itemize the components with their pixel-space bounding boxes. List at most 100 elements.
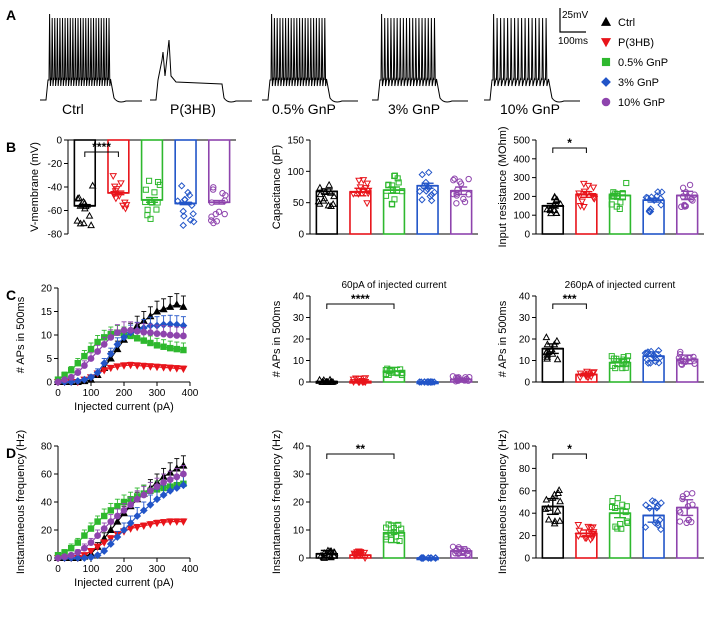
data-point-ctrl <box>551 517 559 525</box>
y-tick-label: 80 <box>41 442 53 453</box>
data-point <box>107 507 115 514</box>
data-point <box>146 521 155 529</box>
data-point-gnp3 <box>655 359 663 367</box>
data-point-gnp3 <box>654 188 662 196</box>
data-point <box>139 522 148 531</box>
data-point-ctrl <box>324 201 333 209</box>
y-axis-label: Capacitance (pF) <box>271 145 283 229</box>
data-point-ctrl <box>556 497 564 505</box>
data-point <box>113 344 122 353</box>
data-point-gnp05 <box>395 179 402 186</box>
data-point-gnp3 <box>641 523 650 531</box>
data-point <box>74 549 82 556</box>
data-point <box>67 367 75 374</box>
data-point-gnp3 <box>186 216 195 224</box>
data-point-p3hb <box>584 182 593 190</box>
data-point-gnp05 <box>144 212 151 219</box>
data-point <box>147 329 154 337</box>
data-point-gnp3 <box>177 182 186 190</box>
data-point <box>153 330 161 337</box>
data-point <box>106 354 115 362</box>
data-point-ctrl <box>553 506 562 514</box>
data-point-gnp10 <box>465 175 472 183</box>
data-point <box>166 476 174 483</box>
y-axis-label: # APs in 500ms <box>271 300 283 377</box>
data-point <box>180 470 187 478</box>
data-point-p3hb <box>583 368 591 376</box>
y-axis-label: # APs in 500ms <box>15 296 27 373</box>
data-point <box>173 473 181 481</box>
data-point-gnp3 <box>185 191 194 199</box>
significance-bracket <box>552 147 587 153</box>
data-point <box>127 326 134 334</box>
significance-bracket <box>326 303 395 309</box>
bar-gnp05 <box>608 512 632 559</box>
trace-label-ctrl: Ctrl <box>62 101 84 117</box>
data-point-gnp3 <box>190 217 198 226</box>
data-point-p3hb <box>590 369 598 377</box>
series-ctrl <box>53 293 188 386</box>
data-point-gnp05 <box>391 172 398 180</box>
scale-bar-voltage: 25mV <box>562 10 588 21</box>
data-point-p3hb <box>364 187 373 195</box>
data-point-gnp3 <box>656 516 664 524</box>
data-point <box>67 544 75 552</box>
data-point-p3hb <box>359 177 368 185</box>
data-point <box>160 330 167 338</box>
data-point-gnp3 <box>418 196 426 204</box>
y-tick-label: 0 <box>298 230 304 241</box>
data-point-ctrl <box>316 183 324 191</box>
trace-label-gnp10: 10% GnP <box>500 101 560 117</box>
bar-gnp3 <box>642 199 665 235</box>
data-point-gnp3 <box>651 498 659 506</box>
data-point <box>127 501 134 509</box>
data-point <box>81 544 88 552</box>
data-point <box>147 487 154 495</box>
y-tick-label: 0 <box>46 378 52 389</box>
data-point <box>54 554 62 562</box>
series-gnp10 <box>54 465 187 562</box>
y-axis-label: Instantaneous frequency (Hz) <box>497 430 509 574</box>
y-tick-label: -60 <box>48 206 63 217</box>
data-point-gnp10 <box>212 210 220 218</box>
bar-p3hb <box>107 139 130 194</box>
legend-marker-ctrl <box>600 16 612 26</box>
bar-gnp3 <box>174 139 197 205</box>
data-point-gnp05 <box>608 193 615 200</box>
data-point-p3hb <box>117 180 125 188</box>
data-point-gnp05 <box>147 215 154 222</box>
data-point-ctrl <box>554 489 563 496</box>
data-point-gnp3 <box>184 188 192 197</box>
significance-label: *** <box>563 292 577 306</box>
data-point <box>80 375 89 384</box>
data-point-ctrl <box>542 333 551 341</box>
data-point-gnp3 <box>420 378 429 386</box>
data-point-gnp05 <box>399 369 406 376</box>
data-point <box>159 364 168 372</box>
data-point <box>146 500 155 509</box>
x-tick-label: 200 <box>116 564 133 575</box>
trace-gnp3 <box>372 13 468 103</box>
legend-marker-gnp3 <box>601 77 611 87</box>
data-point <box>172 300 181 308</box>
data-point-gnp3 <box>645 207 654 216</box>
data-point-p3hb <box>363 200 371 208</box>
y-tick-label: 20 <box>41 284 53 295</box>
data-point <box>100 341 108 348</box>
chart-d2: 0 10 20 30 40 Instantaneous frequency (Hz) ** <box>271 430 478 574</box>
y-tick-label: 60 <box>41 470 53 481</box>
data-point <box>100 512 108 520</box>
data-point-p3hb <box>363 180 372 188</box>
data-point <box>173 332 181 339</box>
data-point <box>87 373 95 382</box>
panel-letter-b: B <box>6 139 16 155</box>
data-point-gnp3 <box>642 501 650 509</box>
data-point-p3hb <box>109 173 118 181</box>
data-point-gnp05 <box>154 178 162 186</box>
data-point <box>94 532 101 539</box>
data-point <box>106 540 115 548</box>
data-point <box>152 363 162 372</box>
data-point <box>74 369 82 376</box>
chart-b2: 0 50 100 150 Capacitance (pF) <box>271 136 478 241</box>
data-point <box>114 502 121 510</box>
